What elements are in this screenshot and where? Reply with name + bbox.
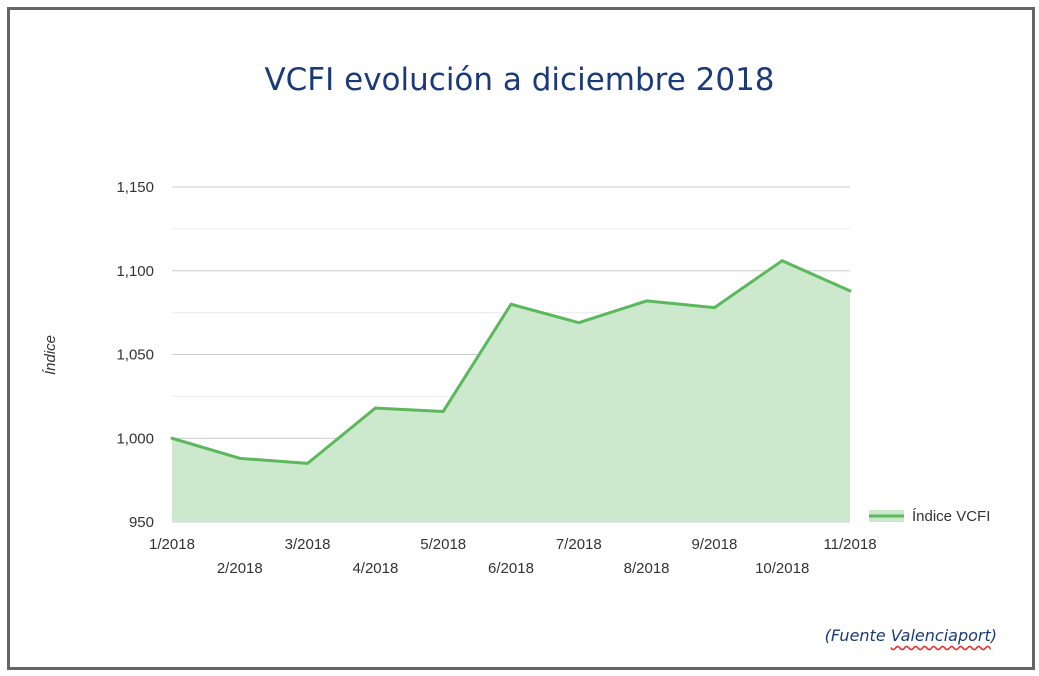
x-tick-label: 7/2018: [556, 536, 602, 553]
y-tick-label: 1,000: [116, 430, 154, 447]
x-tick-label: 1/2018: [149, 536, 195, 553]
data-point: [848, 289, 852, 293]
data-point: [780, 259, 784, 263]
source-note: (Fuente Valenciaport): [825, 626, 997, 645]
legend-label: Índice VCFI: [912, 508, 990, 525]
chart-title: VCFI evolución a diciembre 2018: [264, 62, 775, 98]
x-tick-label: 8/2018: [624, 560, 670, 577]
x-tick-label: 2/2018: [217, 560, 263, 577]
source-suffix: ): [990, 626, 997, 645]
x-tick-label: 5/2018: [420, 536, 466, 553]
source-prefix: (Fuente: [824, 626, 891, 645]
x-tick-label: 10/2018: [755, 560, 809, 577]
data-point: [509, 302, 513, 306]
data-point: [238, 456, 242, 460]
data-point: [712, 306, 716, 310]
data-point: [306, 461, 310, 465]
data-point: [441, 409, 445, 413]
x-tick-label: 6/2018: [488, 560, 534, 577]
source-name: Valenciaport: [890, 626, 991, 645]
x-tick-label: 4/2018: [352, 560, 398, 577]
data-point: [170, 436, 174, 440]
area-fill: [172, 260, 850, 522]
y-tick-label: 1,150: [116, 179, 154, 196]
y-axis-label: Índice: [42, 335, 59, 375]
y-tick-label: 1,050: [116, 347, 154, 364]
x-tick-label: 9/2018: [691, 536, 737, 553]
x-tick-label: 3/2018: [285, 536, 331, 553]
data-point: [645, 299, 649, 303]
x-tick-label: 11/2018: [823, 536, 876, 553]
data-point: [373, 406, 377, 410]
y-tick-label: 950: [129, 514, 154, 531]
y-tick-label: 1,100: [116, 263, 154, 280]
data-point: [577, 321, 581, 325]
frame-border: [7, 7, 1035, 670]
